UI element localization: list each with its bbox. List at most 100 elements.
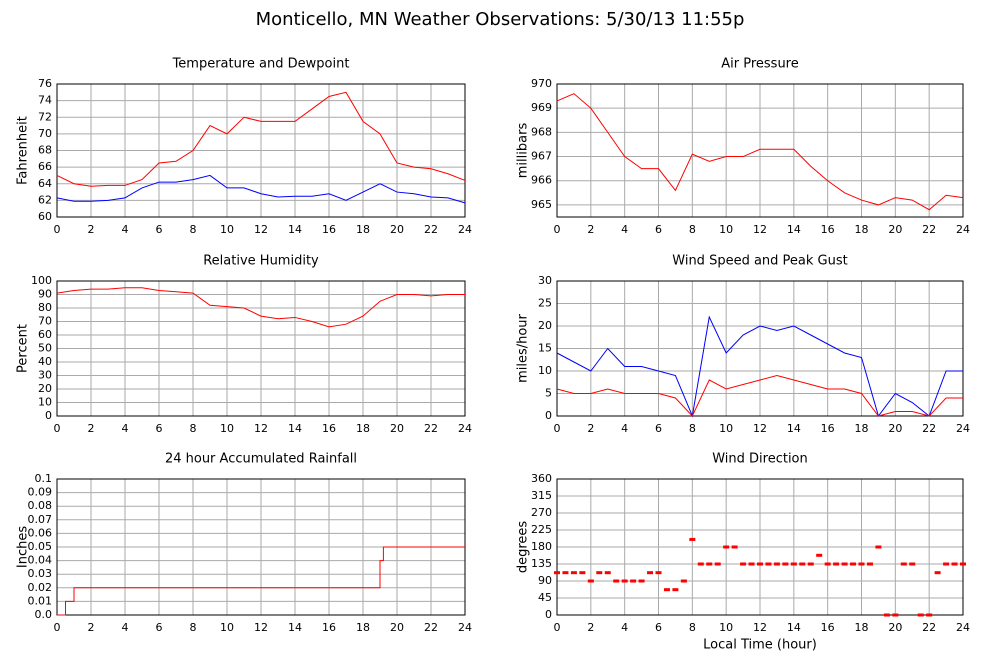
x-tick-label: 10 <box>719 422 733 435</box>
x-tick-label: 16 <box>821 422 835 435</box>
x-tick-label: 4 <box>122 422 129 435</box>
y-tick-label: 0 <box>545 409 552 422</box>
x-tick-label: 8 <box>689 422 696 435</box>
x-tick-label: 4 <box>621 223 628 236</box>
y-axis-label: millibars <box>516 123 531 179</box>
data-point <box>782 562 789 566</box>
data-point <box>926 613 933 617</box>
x-tick-label: 22 <box>424 422 438 435</box>
y-tick-label: 0.06 <box>28 526 53 539</box>
data-point <box>714 562 721 566</box>
x-tick-label: 16 <box>821 223 835 236</box>
x-tick-label: 14 <box>787 621 801 634</box>
y-tick-label: 64 <box>38 177 52 190</box>
data-line <box>56 91 466 187</box>
panel-title: Relative Humidity <box>203 254 319 269</box>
y-tick-label: 100 <box>31 274 52 287</box>
x-tick-label: 18 <box>855 621 869 634</box>
data-point <box>748 562 755 566</box>
x-tick-label: 8 <box>689 621 696 634</box>
data-point <box>757 562 763 566</box>
y-tick-label: 967 <box>531 150 552 163</box>
data-point <box>672 588 679 592</box>
x-tick-label: 14 <box>787 422 801 435</box>
x-tick-label: 14 <box>787 223 801 236</box>
y-tick-label: 10 <box>38 396 52 409</box>
x-tick-label: 22 <box>922 422 936 435</box>
data-point <box>587 579 594 583</box>
data-point <box>850 562 857 566</box>
x-tick-label: 18 <box>356 422 370 435</box>
y-axis-label: miles/hour <box>516 313 531 382</box>
y-tick-label: 0.08 <box>28 499 53 512</box>
x-tick-label: 2 <box>88 422 95 435</box>
y-tick-label: 0.03 <box>28 567 53 580</box>
y-tick-label: 60 <box>38 210 52 223</box>
x-tick-label: 0 <box>554 223 561 236</box>
data-point <box>680 579 687 583</box>
data-point <box>833 562 840 566</box>
y-tick-label: 968 <box>531 125 552 138</box>
data-point <box>841 562 848 566</box>
data-point <box>917 613 924 617</box>
x-tick-label: 8 <box>190 621 197 634</box>
data-point <box>579 571 586 575</box>
x-tick-label: 18 <box>855 223 869 236</box>
x-tick-label: 20 <box>390 621 404 634</box>
data-line <box>556 315 963 418</box>
y-tick-label: 30 <box>538 274 552 287</box>
x-tick-label: 20 <box>888 422 902 435</box>
x-tick-label: 4 <box>621 422 628 435</box>
y-tick-label: 966 <box>531 174 552 187</box>
plot-frame <box>56 83 466 218</box>
x-tick-label: 20 <box>888 223 902 236</box>
x-tick-label: 22 <box>922 223 936 236</box>
y-tick-label: 180 <box>531 540 552 553</box>
x-tick-label: 6 <box>156 223 163 236</box>
x-tick-label: 18 <box>855 422 869 435</box>
data-point <box>875 545 882 549</box>
x-tick-label: 22 <box>424 223 438 236</box>
y-tick-label: 20 <box>538 319 552 332</box>
data-point <box>960 562 966 566</box>
data-point <box>824 562 831 566</box>
y-tick-label: 965 <box>531 198 552 211</box>
y-tick-label: 74 <box>38 94 52 107</box>
x-tick-label: 8 <box>689 223 696 236</box>
data-point <box>706 562 713 566</box>
x-tick-label: 24 <box>956 223 970 236</box>
y-tick-label: 0.01 <box>28 594 53 607</box>
x-tick-label: 24 <box>956 621 970 634</box>
x-tick-label: 8 <box>190 422 197 435</box>
y-tick-label: 0.07 <box>28 513 53 526</box>
data-point <box>807 562 814 566</box>
x-tick-label: 6 <box>156 621 163 634</box>
data-point <box>604 571 611 575</box>
y-tick-label: 315 <box>531 489 552 502</box>
data-point <box>723 545 730 549</box>
panel-title: 24 hour Accumulated Rainfall <box>165 452 357 467</box>
y-tick-label: 30 <box>38 369 52 382</box>
data-point <box>900 562 907 566</box>
x-tick-label: 0 <box>54 223 61 236</box>
data-point <box>630 579 637 583</box>
x-tick-label: 18 <box>356 223 370 236</box>
x-tick-label: 16 <box>322 422 336 435</box>
y-tick-label: 0 <box>545 608 552 621</box>
data-point <box>647 571 654 575</box>
x-tick-label: 10 <box>220 621 234 634</box>
data-point <box>934 571 941 575</box>
x-tick-label: 16 <box>821 621 835 634</box>
panel-title: Air Pressure <box>721 57 799 72</box>
x-tick-label: 6 <box>156 422 163 435</box>
data-point <box>790 562 797 566</box>
data-line <box>56 174 466 204</box>
x-tick-label: 12 <box>753 223 767 236</box>
data-point <box>731 545 738 549</box>
data-point <box>655 571 662 575</box>
y-tick-label: 225 <box>531 523 552 536</box>
y-tick-label: 969 <box>531 101 552 114</box>
y-tick-label: 70 <box>38 315 52 328</box>
y-tick-label: 76 <box>38 77 52 90</box>
x-tick-label: 2 <box>587 621 594 634</box>
